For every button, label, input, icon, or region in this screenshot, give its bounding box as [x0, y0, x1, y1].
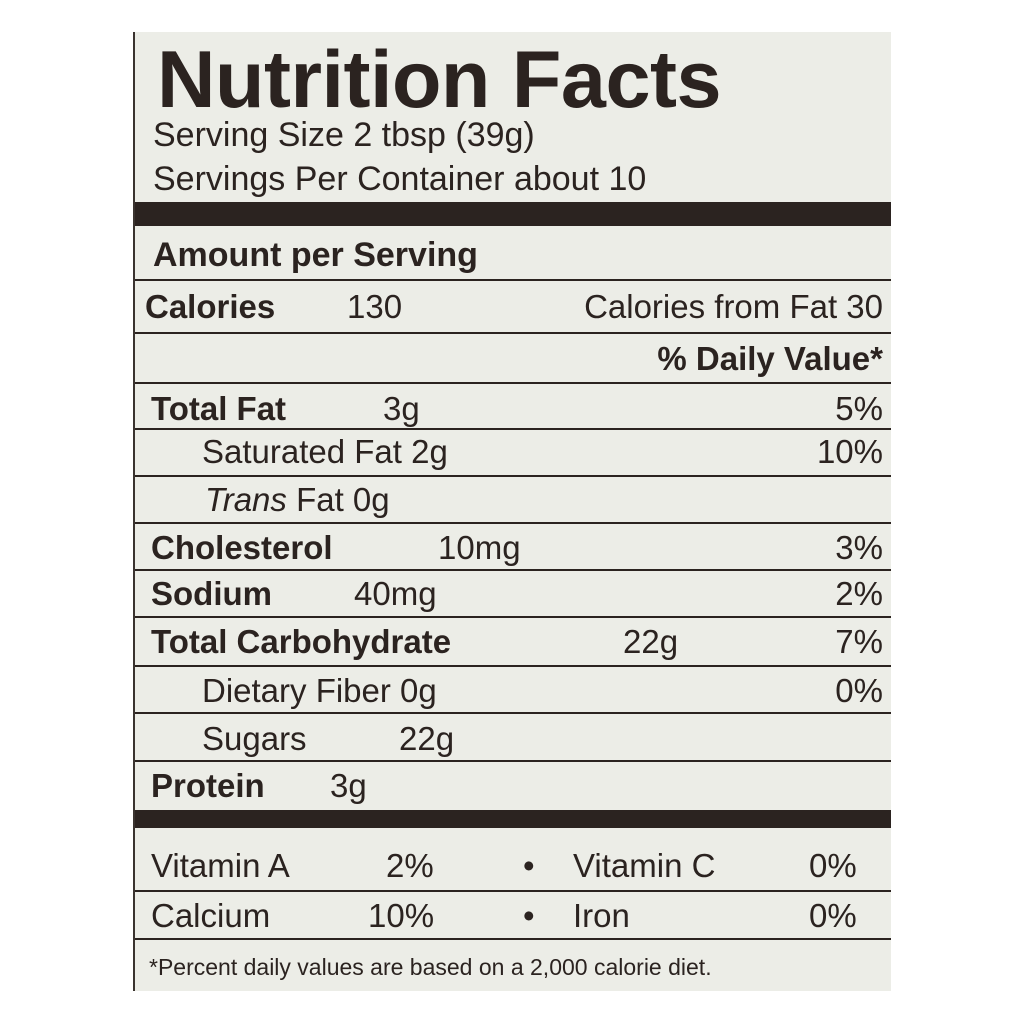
- servings-per-container: Servings Per Container about 10: [153, 160, 647, 198]
- footnote: *Percent daily values are based on a 2,0…: [149, 954, 712, 980]
- amount-per-serving: Amount per Serving: [153, 236, 478, 274]
- sodium-amount: 40mg: [354, 575, 437, 612]
- divider: [135, 332, 891, 334]
- calories-label: Calories: [145, 288, 276, 325]
- bullet-icon: •: [523, 847, 535, 884]
- vitamin-c-value: 0%: [809, 847, 857, 884]
- sugars-label: Sugars: [202, 720, 307, 757]
- thick-divider: [135, 810, 891, 828]
- trans-fat-label: Trans Fat 0g: [205, 483, 390, 516]
- cholesterol-label: Cholesterol: [151, 529, 333, 566]
- calcium-label: Calcium: [151, 897, 271, 934]
- divider: [135, 475, 891, 477]
- total-carbohydrate-label: Total Carbohydrate: [151, 623, 452, 660]
- total-carbohydrate-dv: 7%: [835, 623, 883, 660]
- total-fat-dv: 5%: [835, 390, 883, 427]
- divider: [135, 569, 891, 571]
- saturated-fat-dv: 10%: [816, 433, 883, 470]
- divider: [135, 382, 891, 384]
- vitamin-c-label: Vitamin C: [573, 847, 716, 884]
- divider: [135, 428, 891, 430]
- cholesterol-dv: 3%: [835, 529, 883, 566]
- trans-italic: Trans: [205, 481, 287, 518]
- dietary-fiber-label: Dietary Fiber 0g: [202, 672, 437, 709]
- divider: [135, 522, 891, 524]
- protein-label: Protein: [151, 767, 265, 804]
- divider: [135, 760, 891, 762]
- nutrition-facts-label: Nutrition Facts Serving Size 2 tbsp (39g…: [133, 32, 891, 991]
- trans-fat-text: Fat 0g: [286, 481, 390, 518]
- vitamin-a-value: 2%: [386, 847, 434, 884]
- total-fat-label: Total Fat: [151, 390, 287, 427]
- divider: [135, 712, 891, 714]
- sugars-amount: 22g: [399, 720, 455, 757]
- iron-value: 0%: [809, 897, 857, 934]
- divider: [135, 938, 891, 940]
- thick-divider: [135, 202, 891, 226]
- divider: [135, 279, 891, 281]
- bullet-icon: •: [523, 897, 535, 934]
- sodium-label: Sodium: [151, 575, 272, 612]
- iron-label: Iron: [573, 897, 630, 934]
- divider: [135, 665, 891, 667]
- total-carbohydrate-amount: 22g: [623, 623, 679, 660]
- calcium-value: 10%: [368, 897, 435, 934]
- vitamin-a-label: Vitamin A: [151, 847, 290, 884]
- calories-value: 130: [347, 288, 403, 325]
- saturated-fat-label: Saturated Fat 2g: [202, 433, 448, 470]
- divider: [135, 890, 891, 892]
- sodium-dv: 2%: [835, 575, 883, 612]
- total-fat-amount: 3g: [383, 390, 420, 427]
- protein-amount: 3g: [330, 767, 367, 804]
- serving-size: Serving Size 2 tbsp (39g): [153, 116, 535, 154]
- dietary-fiber-dv: 0%: [835, 672, 883, 709]
- calories-from-fat: Calories from Fat 30: [584, 288, 883, 325]
- label-title: Nutrition Facts: [157, 35, 722, 125]
- daily-value-header: % Daily Value*: [657, 340, 883, 377]
- cholesterol-amount: 10mg: [438, 529, 521, 566]
- divider: [135, 616, 891, 618]
